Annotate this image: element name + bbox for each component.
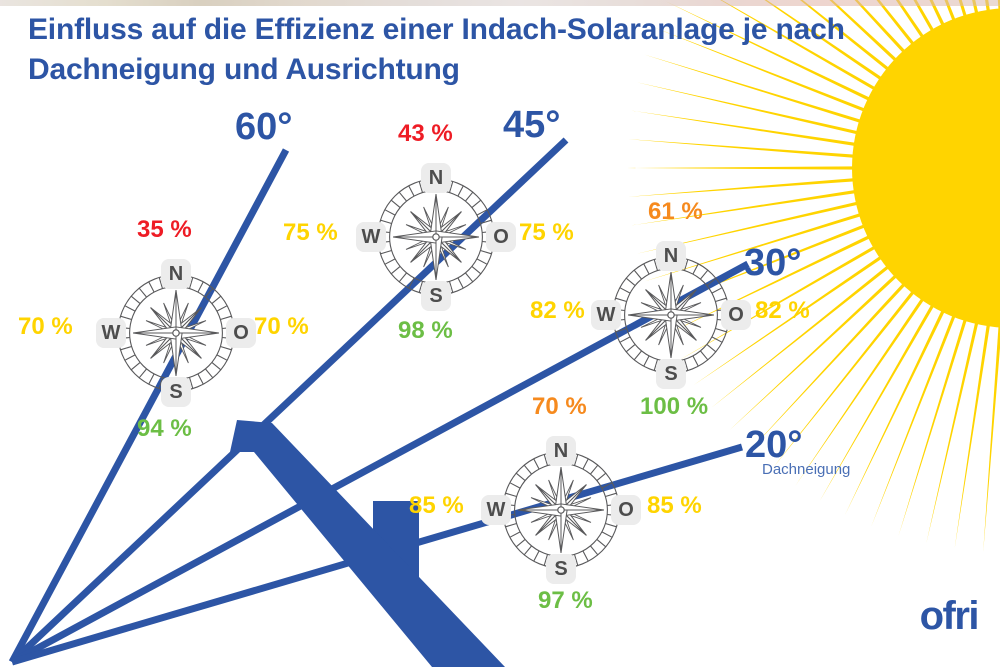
pct-30-east: 82 % [755, 297, 810, 324]
angle-label-45: 45° [503, 104, 561, 146]
compass-45-label-s: S [421, 281, 451, 311]
angle-label-60: 60° [235, 106, 293, 148]
sun-burst-icon [627, 0, 1000, 552]
pct-60-east: 70 % [254, 313, 309, 340]
compass-60-label-n: N [161, 259, 191, 289]
compass-20-star [518, 467, 604, 553]
compass-60-label-o: O [226, 318, 256, 348]
house-roof [230, 420, 505, 667]
ofri-logo[interactable]: ofri [919, 594, 980, 638]
compass-45-label-n: N [421, 163, 451, 193]
compass-30-label-o: O [721, 300, 751, 330]
pct-60-west: 70 % [18, 313, 73, 340]
compass-30-label-n: N [656, 241, 686, 271]
compass-30-label-s: S [656, 359, 686, 389]
pct-20-west: 85 % [409, 492, 464, 519]
angle-label-20: 20° [745, 424, 803, 466]
page-title: Einfluss auf die Effizienz einer Indach-… [28, 13, 845, 86]
pct-30-north: 61 % [648, 198, 703, 225]
compass-20-label-n: N [546, 436, 576, 466]
compass-45-label-w: W [356, 222, 386, 252]
pct-30-west: 82 % [530, 297, 585, 324]
compass-45-label-o: O [486, 222, 516, 252]
compass-20 [502, 451, 620, 569]
compass-30 [612, 256, 730, 374]
compass-60-label-w: W [96, 318, 126, 348]
pitch-line-30 [10, 260, 750, 666]
compass-60 [117, 274, 235, 392]
pct-45-south: 98 % [398, 317, 453, 344]
pct-20-east: 85 % [647, 492, 702, 519]
top-edge-strip [0, 0, 1000, 6]
pct-45-west: 75 % [283, 219, 338, 246]
pitch-line-45 [9, 137, 569, 665]
pct-60-south: 94 % [137, 415, 192, 442]
compass-20-label-o: O [611, 495, 641, 525]
pct-30-south: 100 % [640, 393, 709, 420]
compass-30-label-w: W [591, 300, 621, 330]
compass-30-star [628, 272, 714, 358]
compass-60-star [133, 290, 219, 376]
pct-20-north: 70 % [532, 393, 587, 420]
compass-20-label-s: S [546, 554, 576, 584]
pct-60-north: 35 % [137, 216, 192, 243]
pct-20-south: 97 % [538, 587, 593, 614]
compass-45 [377, 178, 495, 296]
pitch-caption: Dachneigung [762, 461, 851, 478]
pitch-line-60 [8, 148, 290, 664]
compass-45-star [393, 194, 479, 280]
compass-20-label-w: W [481, 495, 511, 525]
pct-45-north: 43 % [398, 120, 453, 147]
pct-45-east: 75 % [519, 219, 574, 246]
angle-label-30: 30° [744, 242, 802, 284]
compass-60-label-s: S [161, 377, 191, 407]
